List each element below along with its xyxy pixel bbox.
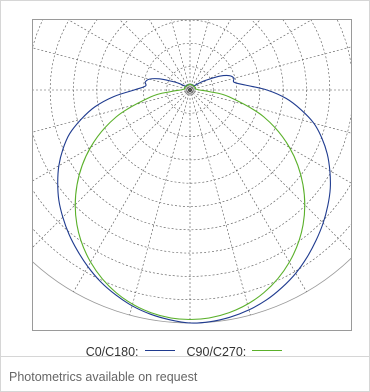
grid-spoke [33,47,191,91]
grid-spoke [189,20,312,91]
legend-label-c0: C0/C180: [85,344,139,359]
grid-ring [33,223,351,300]
grid-spoke [33,89,191,181]
grid-spoke [170,20,191,91]
polar-plot-group [33,20,351,324]
footnote-bar: Photometrics available on request [1,356,370,384]
grid-spoke [189,20,261,91]
grid-spoke [68,20,191,91]
legend-swatch-c90 [252,350,283,352]
grid-spoke [33,89,191,248]
polar-diagram [33,20,351,324]
grid-spoke [129,89,191,316]
grid-ring [33,183,351,277]
center-marker-inner [187,87,193,93]
polar-plot-area [32,19,352,331]
grid-spoke [73,89,191,292]
grid-spoke [189,89,307,292]
center-marker [186,86,194,94]
grid-spoke [189,89,251,316]
grid-ring [166,66,214,114]
grid-spoke [189,89,351,134]
grid-spoke [119,20,191,91]
grid-spoke [33,89,191,133]
grid-spoke [149,20,191,91]
grid-spoke [189,46,351,91]
grid-spoke [189,89,351,184]
grid-spoke [189,20,210,91]
curve-c90-c270 [74,83,306,321]
grid-ring [49,20,331,231]
legend: C0/C180: C90/C270: [1,344,370,359]
grid-ring [33,20,351,254]
footnote-text: Photometrics available on request [9,370,198,384]
legend-label-c90: C90/C270: [186,344,247,359]
grid-spoke [189,89,351,252]
grid-ring [143,43,237,137]
legend-swatch-c0 [144,350,175,352]
